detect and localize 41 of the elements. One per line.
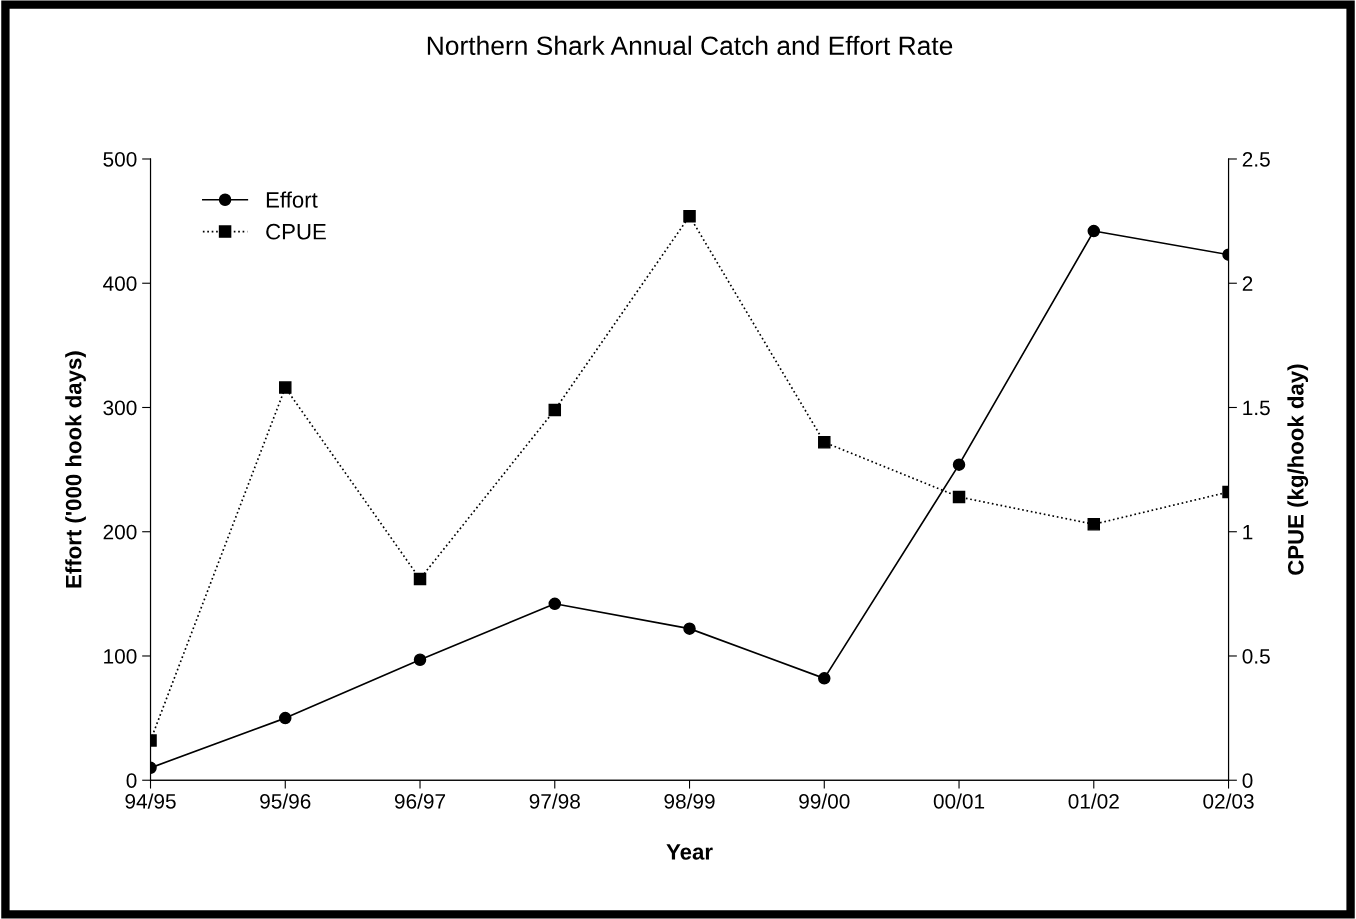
y2-axis-title: CPUE (kg/hook day)	[1287, 364, 1309, 575]
x-tick-label: 00/01	[933, 793, 985, 809]
y2-tick-label: 1	[1243, 524, 1253, 540]
x-axis-title: Year	[666, 844, 713, 860]
y-axis-title: Effort ('000 hook days)	[65, 351, 86, 588]
point	[1087, 518, 1101, 531]
point	[413, 653, 427, 666]
point	[413, 572, 427, 586]
point	[683, 209, 696, 223]
y-tick-label: 500	[103, 151, 137, 167]
y-tick-label: 100	[104, 648, 137, 664]
legend-label: Effort	[266, 191, 318, 208]
point	[1087, 224, 1101, 238]
point	[952, 490, 966, 504]
x-tick-label: 97/98	[529, 793, 580, 809]
x-tick-label: 01/02	[1068, 793, 1119, 809]
y-tick-label: 0	[126, 773, 137, 788]
point	[279, 381, 292, 394]
y2-tick-label: 2	[1242, 276, 1253, 291]
point	[818, 436, 831, 449]
point	[683, 622, 696, 635]
y-tick-label: 400	[103, 276, 137, 291]
x-tick-label: 02/03	[1203, 793, 1254, 809]
y2-tick-label: 0.5	[1242, 648, 1270, 664]
y-tick-label: 300	[103, 400, 137, 416]
y2-tick-label: 0	[1242, 773, 1253, 788]
point	[548, 597, 562, 611]
point	[279, 711, 292, 725]
x-tick-label: 94/95	[125, 793, 176, 809]
x-tick-label: 95/96	[260, 793, 311, 809]
point	[548, 403, 562, 417]
y-tick-label: 200	[103, 524, 137, 540]
y2-tick-label: 1.5	[1243, 400, 1270, 416]
y2-tick-label: 2.5	[1242, 151, 1270, 167]
point	[952, 458, 966, 471]
point	[818, 672, 831, 685]
x-tick-label: 99/00	[799, 793, 850, 809]
x-tick-label: 96/97	[394, 793, 446, 809]
legend-label: CPUE	[266, 223, 326, 240]
chart-title: Northern Shark Annual Catch and Effort Rate	[427, 35, 953, 56]
x-tick-label: 98/99	[664, 793, 715, 809]
